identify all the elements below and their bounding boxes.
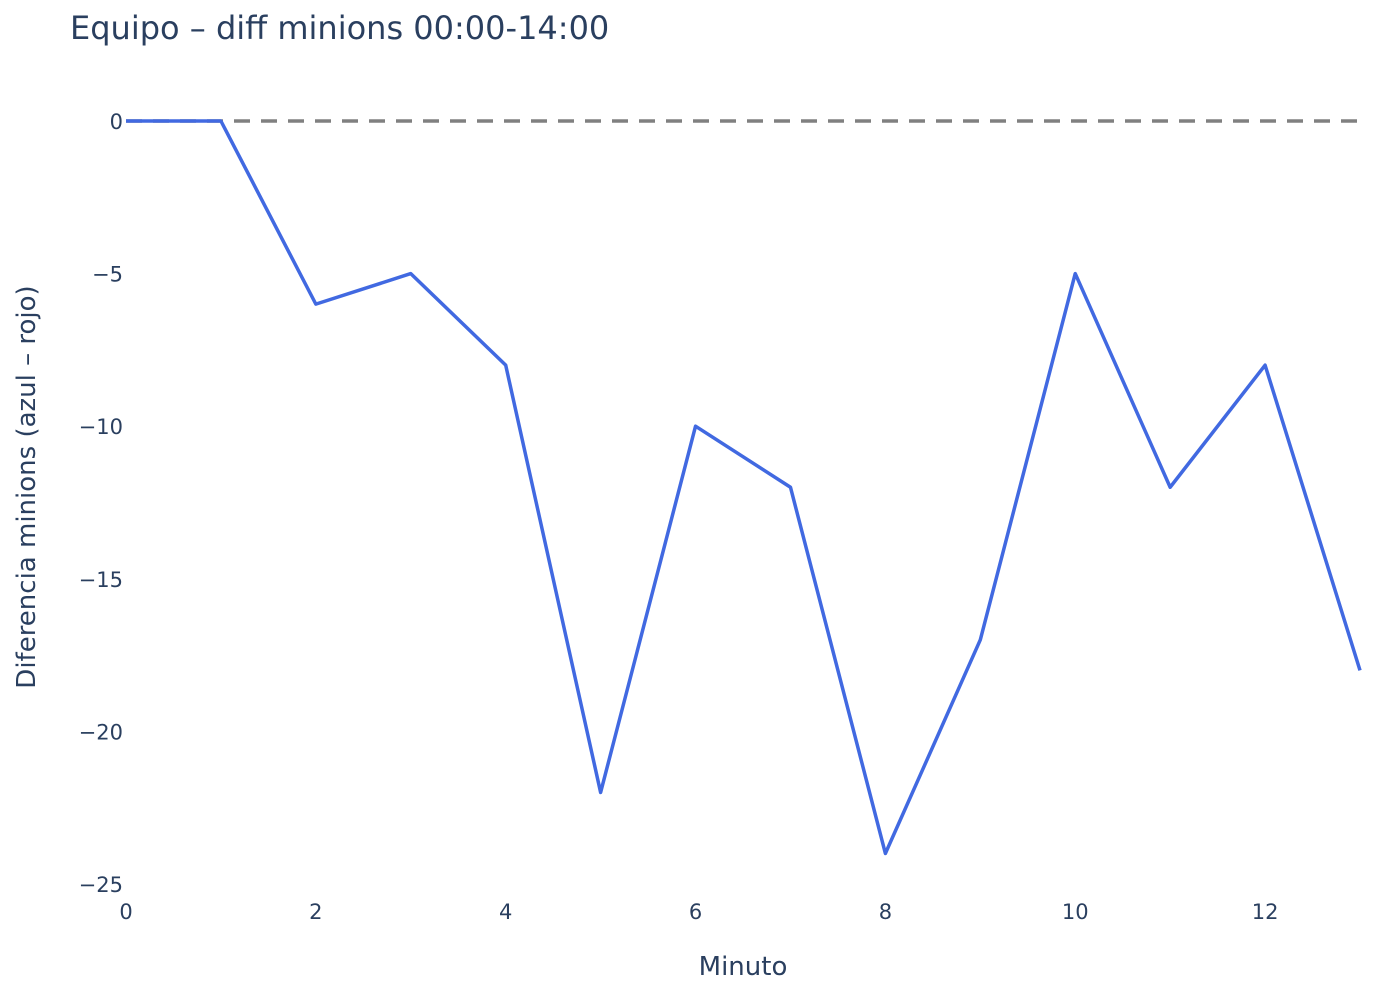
y-tick-label: −5 [92, 263, 123, 287]
x-tick-label: 8 [879, 900, 892, 924]
x-tick-label: 4 [499, 900, 512, 924]
x-tick-label: 0 [119, 900, 132, 924]
y-tick-label: −10 [79, 415, 123, 439]
x-tick-label: 10 [1062, 900, 1089, 924]
y-tick-label: −25 [79, 873, 123, 897]
y-tick-label: −20 [79, 720, 123, 744]
x-tick-label: 12 [1252, 900, 1279, 924]
y-tick-label: 0 [110, 110, 123, 134]
chart-title: Equipo – diff minions 00:00-14:00 [70, 9, 609, 47]
y-axis-title: Diferencia minions (azul – rojo) [12, 285, 42, 688]
x-axis-title: Minuto [699, 952, 788, 982]
x-tick-label: 6 [689, 900, 702, 924]
x-tick-label: 2 [309, 900, 322, 924]
series-line-0 [126, 119, 1362, 856]
y-tick-label: −15 [79, 568, 123, 592]
